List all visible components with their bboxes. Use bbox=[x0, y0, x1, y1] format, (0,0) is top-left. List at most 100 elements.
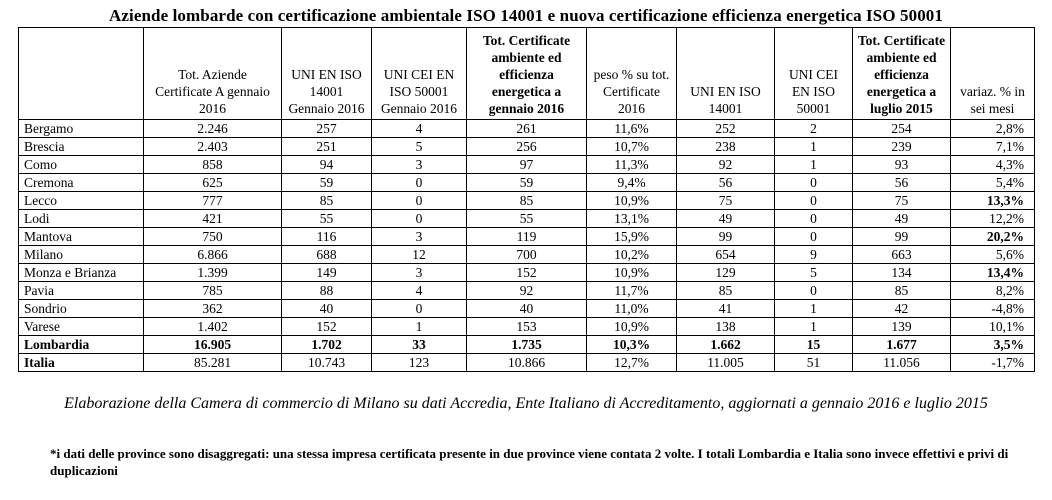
table-cell: 777 bbox=[143, 191, 282, 210]
table-row: Brescia 2.403 251 5 256 10,7% 238 1 239 7,1% bbox=[18, 137, 1035, 156]
table-cell: 123 bbox=[371, 353, 467, 372]
table-cell: 239 bbox=[852, 137, 951, 156]
table-cell: 858 bbox=[143, 155, 282, 174]
table-row: Monza e Brianza 1.399 149 3 152 10,9% 129 5 134 1… bbox=[18, 263, 1035, 282]
table-cell: 1.677 bbox=[852, 335, 951, 354]
table-cell: 10,7% bbox=[586, 137, 677, 156]
table-row: Lombardia 16.905 1.702 33 1.735 10,3% 1.662 15 1… bbox=[18, 335, 1035, 354]
table-cell: 13,4% bbox=[950, 263, 1035, 282]
row-label: Pavia bbox=[18, 281, 144, 300]
table-cell: 0 bbox=[774, 227, 853, 246]
table-cell: 688 bbox=[281, 245, 372, 264]
row-label: Sondrio bbox=[18, 299, 144, 318]
table-cell: 257 bbox=[281, 119, 372, 138]
table-cell: 256 bbox=[466, 137, 587, 156]
table-cell: 625 bbox=[143, 173, 282, 192]
table-cell: 92 bbox=[676, 155, 775, 174]
table-cell: 654 bbox=[676, 245, 775, 264]
table-cell: 1.399 bbox=[143, 263, 282, 282]
table-cell: 33 bbox=[371, 335, 467, 354]
table-row: Milano 6.866 688 12 700 10,2% 654 9 663 5,6% bbox=[18, 245, 1035, 264]
table-cell: 59 bbox=[281, 173, 372, 192]
table-row: Como 858 94 3 97 11,3% 92 1 93 4,3% bbox=[18, 155, 1035, 174]
table-row: Lecco 777 85 0 85 10,9% 75 0 75 13,3% bbox=[18, 191, 1035, 210]
table-cell: 13,1% bbox=[586, 209, 677, 228]
table-cell: 1 bbox=[774, 137, 853, 156]
table-cell: 700 bbox=[466, 245, 587, 264]
table-cell: 49 bbox=[852, 209, 951, 228]
table-row: Cremona 625 59 0 59 9,4% 56 0 56 5,4% bbox=[18, 173, 1035, 192]
header-cell: Tot. Certificate ambiente ed efficienza … bbox=[466, 27, 587, 120]
table-cell: 42 bbox=[852, 299, 951, 318]
table-cell: 99 bbox=[676, 227, 775, 246]
header-cell: UNI EN ISO 14001 bbox=[676, 27, 775, 120]
table-cell: 750 bbox=[143, 227, 282, 246]
table-cell: 92 bbox=[466, 281, 587, 300]
table-cell: 2 bbox=[774, 119, 853, 138]
row-label: Monza e Brianza bbox=[18, 263, 144, 282]
table-cell: 99 bbox=[852, 227, 951, 246]
table-row: Bergamo 2.246 257 4 261 11,6% 252 2 254 2,8% bbox=[18, 119, 1035, 138]
table-cell: 149 bbox=[281, 263, 372, 282]
table-cell: 4 bbox=[371, 119, 467, 138]
table-cell: 7,1% bbox=[950, 137, 1035, 156]
table-cell: 238 bbox=[676, 137, 775, 156]
table-cell: 0 bbox=[371, 299, 467, 318]
table-cell: 10,9% bbox=[586, 317, 677, 336]
table-cell: 5 bbox=[774, 263, 853, 282]
header-cell: peso % su tot. Certificate 2016 bbox=[586, 27, 677, 120]
table-cell: 85 bbox=[852, 281, 951, 300]
header-cell: UNI CEI EN ISO 50001 bbox=[774, 27, 853, 120]
table-cell: 41 bbox=[676, 299, 775, 318]
table-cell: 3 bbox=[371, 155, 467, 174]
table-cell: 40 bbox=[466, 299, 587, 318]
table-cell: 10.866 bbox=[466, 353, 587, 372]
table-cell: 1 bbox=[774, 155, 853, 174]
table-cell: 4,3% bbox=[950, 155, 1035, 174]
table-cell: 0 bbox=[371, 209, 467, 228]
row-label: Milano bbox=[18, 245, 144, 264]
table-cell: 139 bbox=[852, 317, 951, 336]
table-cell: 1.662 bbox=[676, 335, 775, 354]
table-cell: 15 bbox=[774, 335, 853, 354]
table-cell: 1 bbox=[371, 317, 467, 336]
row-label: Mantova bbox=[18, 227, 144, 246]
table-cell: 11,6% bbox=[586, 119, 677, 138]
table-cell: 251 bbox=[281, 137, 372, 156]
table-cell: 6.866 bbox=[143, 245, 282, 264]
table-cell: 2.246 bbox=[143, 119, 282, 138]
table-cell: 93 bbox=[852, 155, 951, 174]
table-cell: 3 bbox=[371, 263, 467, 282]
table-cell: 153 bbox=[466, 317, 587, 336]
table-cell: 97 bbox=[466, 155, 587, 174]
row-label: Varese bbox=[18, 317, 144, 336]
table-cell: 1.402 bbox=[143, 317, 282, 336]
table-cell: 94 bbox=[281, 155, 372, 174]
source-caption: Elaborazione della Camera di commercio d… bbox=[64, 395, 988, 412]
row-label: Italia bbox=[18, 353, 144, 372]
table-cell: 75 bbox=[676, 191, 775, 210]
table-cell: 0 bbox=[371, 191, 467, 210]
table-row: Pavia 785 88 4 92 11,7% 85 0 85 8,2% bbox=[18, 281, 1035, 300]
certification-table: Tot. Aziende Certificate A gennaio 2016 … bbox=[18, 27, 1035, 372]
table-cell: -4,8% bbox=[950, 299, 1035, 318]
table-cell: 5,6% bbox=[950, 245, 1035, 264]
header-row: Tot. Aziende Certificate A gennaio 2016 … bbox=[18, 27, 1035, 120]
table-cell: 11.056 bbox=[852, 353, 951, 372]
table-cell: 75 bbox=[852, 191, 951, 210]
header-cell bbox=[18, 27, 144, 120]
table-cell: 2,8% bbox=[950, 119, 1035, 138]
header-cell: variaz. % in sei mesi bbox=[950, 27, 1035, 120]
table-cell: 85 bbox=[676, 281, 775, 300]
table-cell: 1 bbox=[774, 299, 853, 318]
table-cell: 3,5% bbox=[950, 335, 1035, 354]
table-cell: 9,4% bbox=[586, 173, 677, 192]
table-row: Mantova 750 116 3 119 15,9% 99 0 99 20,2% bbox=[18, 227, 1035, 246]
table-cell: 10,1% bbox=[950, 317, 1035, 336]
table-cell: 0 bbox=[371, 173, 467, 192]
table-cell: 663 bbox=[852, 245, 951, 264]
table-cell: 12,7% bbox=[586, 353, 677, 372]
table-cell: 10,9% bbox=[586, 263, 677, 282]
table-cell: 254 bbox=[852, 119, 951, 138]
